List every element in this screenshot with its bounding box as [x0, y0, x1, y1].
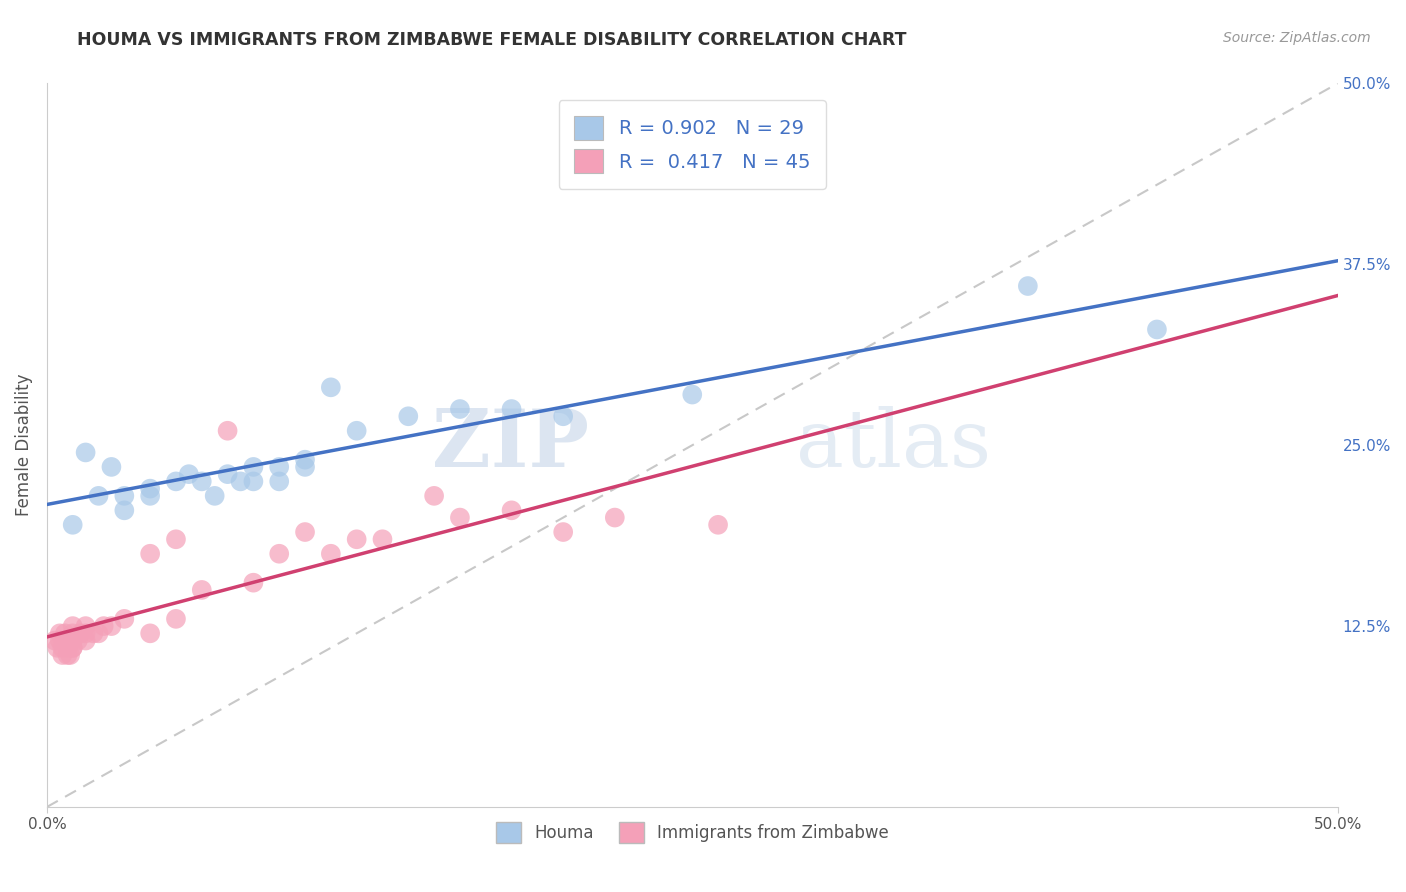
Point — [53, 633, 76, 648]
Point — [269, 475, 291, 489]
Point — [56, 640, 79, 655]
Point — [112, 489, 135, 503]
Point — [603, 510, 626, 524]
Point — [294, 459, 316, 474]
Point — [87, 489, 110, 503]
Point — [396, 409, 419, 424]
Point — [449, 402, 471, 417]
Text: atlas: atlas — [796, 406, 991, 484]
Point — [62, 640, 84, 655]
Point — [346, 533, 368, 547]
Point — [165, 533, 187, 547]
Point — [59, 648, 82, 662]
Point — [449, 510, 471, 524]
Point — [681, 387, 703, 401]
Point — [177, 467, 200, 482]
Point — [59, 633, 82, 648]
Point — [553, 524, 575, 539]
Point — [139, 626, 162, 640]
Point — [62, 640, 84, 655]
Point — [501, 503, 523, 517]
Point — [501, 402, 523, 417]
Point — [319, 380, 342, 394]
Point — [707, 517, 730, 532]
Point — [51, 640, 73, 655]
Point — [56, 648, 79, 662]
Point — [49, 626, 72, 640]
Text: Source: ZipAtlas.com: Source: ZipAtlas.com — [1223, 31, 1371, 45]
Point — [1146, 322, 1168, 336]
Point — [191, 582, 214, 597]
Point — [319, 547, 342, 561]
Point — [229, 475, 252, 489]
Point — [423, 489, 446, 503]
Point — [69, 626, 91, 640]
Point — [217, 424, 239, 438]
Point — [62, 619, 84, 633]
Point — [53, 626, 76, 640]
Point — [242, 575, 264, 590]
Point — [1017, 279, 1039, 293]
Point — [346, 424, 368, 438]
Point — [49, 633, 72, 648]
Point — [100, 619, 122, 633]
Point — [139, 547, 162, 561]
Point — [75, 626, 97, 640]
Point — [75, 445, 97, 459]
Point — [204, 489, 226, 503]
Point — [294, 452, 316, 467]
Point — [62, 517, 84, 532]
Text: HOUMA VS IMMIGRANTS FROM ZIMBABWE FEMALE DISABILITY CORRELATION CHART: HOUMA VS IMMIGRANTS FROM ZIMBABWE FEMALE… — [77, 31, 907, 49]
Point — [242, 475, 264, 489]
Point — [100, 459, 122, 474]
Point — [269, 459, 291, 474]
Point — [242, 459, 264, 474]
Point — [62, 626, 84, 640]
Point — [46, 640, 69, 655]
Point — [75, 633, 97, 648]
Point — [217, 467, 239, 482]
Point — [294, 524, 316, 539]
Legend: R = 0.902   N = 29, R =  0.417   N = 45: R = 0.902 N = 29, R = 0.417 N = 45 — [558, 101, 825, 189]
Point — [44, 633, 66, 648]
Y-axis label: Female Disability: Female Disability — [15, 374, 32, 516]
Point — [66, 633, 89, 648]
Point — [139, 482, 162, 496]
Point — [82, 626, 104, 640]
Point — [62, 633, 84, 648]
Point — [191, 475, 214, 489]
Point — [165, 475, 187, 489]
Point — [51, 648, 73, 662]
Point — [165, 612, 187, 626]
Point — [112, 503, 135, 517]
Point — [87, 626, 110, 640]
Point — [553, 409, 575, 424]
Point — [269, 547, 291, 561]
Point — [139, 489, 162, 503]
Point — [371, 533, 394, 547]
Point — [112, 612, 135, 626]
Text: ZIP: ZIP — [432, 406, 589, 484]
Point — [93, 619, 115, 633]
Point — [75, 619, 97, 633]
